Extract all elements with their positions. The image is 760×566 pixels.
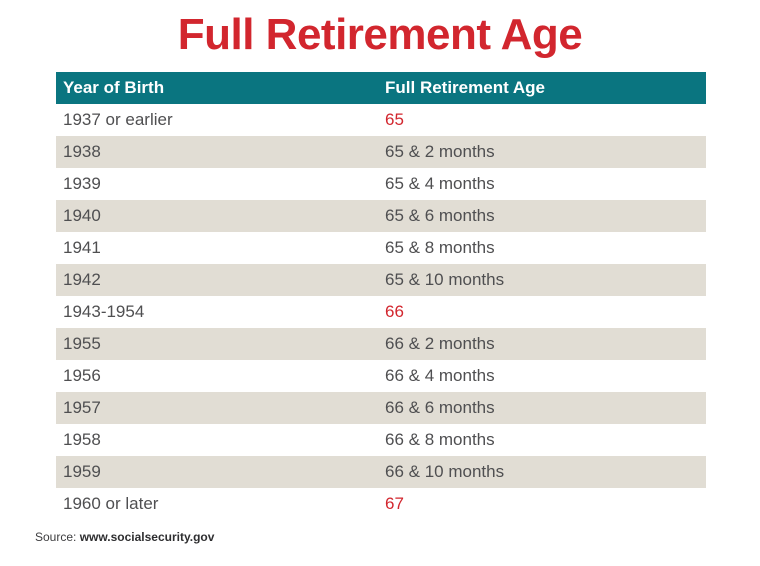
- year-of-birth-cell: 1942: [63, 270, 101, 289]
- year-of-birth-cell: 1956: [63, 366, 101, 385]
- table-row: 1959 66 & 10 months: [56, 456, 706, 488]
- table-header-row: Year of Birth Full Retirement Age: [56, 72, 706, 104]
- year-of-birth-cell: 1958: [63, 430, 101, 449]
- retirement-age-cell: 66 & 8 months: [385, 430, 495, 449]
- retirement-age-cell: 66 & 4 months: [385, 366, 495, 385]
- column-header-year-of-birth: Year of Birth: [63, 78, 165, 97]
- retirement-age-cell: 65: [385, 110, 404, 129]
- table-row: 1957 66 & 6 months: [56, 392, 706, 424]
- table-row: 1956 66 & 4 months: [56, 360, 706, 392]
- year-of-birth-cell: 1959: [63, 462, 101, 481]
- table-row: 1958 66 & 8 months: [56, 424, 706, 456]
- source-url: www.socialsecurity.gov: [79, 530, 215, 544]
- table-row: 1942 65 & 10 months: [56, 264, 706, 296]
- page-title: Full Retirement Age: [177, 10, 583, 59]
- retirement-age-cell: 66 & 10 months: [385, 462, 505, 481]
- year-of-birth-cell: 1957: [63, 398, 101, 417]
- table-row: 1941 65 & 8 months: [56, 232, 706, 264]
- retirement-age-cell: 65 & 4 months: [385, 174, 495, 193]
- table-row: 1943-1954 66: [56, 296, 706, 328]
- retirement-age-cell: 65 & 2 months: [385, 142, 495, 161]
- source-label: Source:: [35, 530, 77, 544]
- table-row: 1938 65 & 2 months: [56, 136, 706, 168]
- retirement-age-cell: 66 & 2 months: [385, 334, 495, 353]
- source-line: Source: www.socialsecurity.gov: [35, 530, 760, 544]
- table-row: 1937 or earlier 65: [56, 104, 706, 136]
- table-row: 1955 66 & 2 months: [56, 328, 706, 360]
- column-header-full-retirement-age: Full Retirement Age: [385, 78, 545, 97]
- retirement-age-table: Year of Birth Full Retirement Age 1937 o…: [56, 72, 706, 520]
- year-of-birth-cell: 1955: [63, 334, 101, 353]
- table-row: 1940 65 & 6 months: [56, 200, 706, 232]
- year-of-birth-cell: 1939: [63, 174, 101, 193]
- retirement-age-cell: 66 & 6 months: [385, 398, 495, 417]
- retirement-age-cell: 67: [385, 494, 404, 513]
- year-of-birth-cell: 1941: [63, 238, 101, 257]
- retirement-age-cell: 65 & 6 months: [385, 206, 495, 225]
- year-of-birth-cell: 1960 or later: [63, 494, 159, 513]
- year-of-birth-cell: 1943-1954: [63, 302, 145, 321]
- retirement-age-cell: 65 & 8 months: [385, 238, 495, 257]
- table-body: 1937 or earlier 65 1938 65 & 2 months 19…: [56, 104, 706, 520]
- table-row: 1939 65 & 4 months: [56, 168, 706, 200]
- retirement-age-cell: 66: [385, 302, 404, 321]
- year-of-birth-cell: 1938: [63, 142, 101, 161]
- table-row: 1960 or later 67: [56, 488, 706, 520]
- year-of-birth-cell: 1940: [63, 206, 101, 225]
- year-of-birth-cell: 1937 or earlier: [63, 110, 173, 129]
- retirement-age-cell: 65 & 10 months: [385, 270, 505, 289]
